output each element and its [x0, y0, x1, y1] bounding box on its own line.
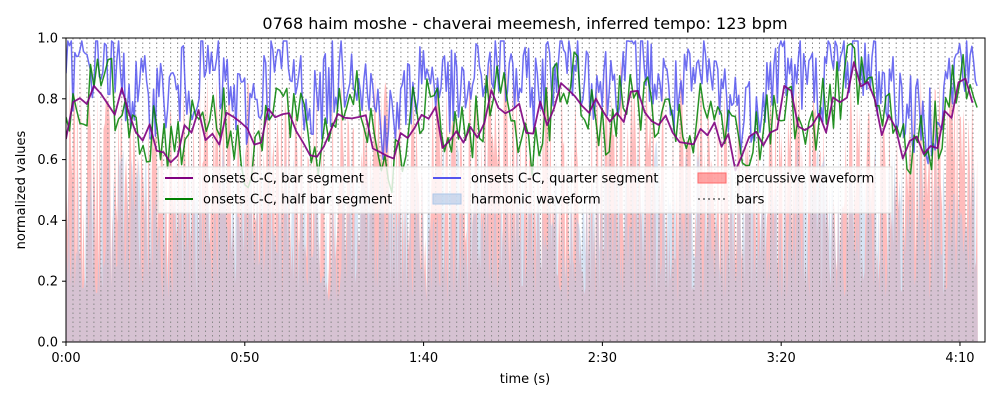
legend-label: percussive waveform — [736, 172, 874, 187]
legend-label: onsets C-C, bar segment — [203, 172, 364, 187]
y-tick-label: 0.8 — [37, 92, 58, 107]
y-axis: 0.0 0.2 0.4 0.6 0.8 1.0 — [37, 32, 66, 351]
x-tick-label: 2:30 — [588, 351, 617, 366]
x-tick-label: 0:50 — [230, 351, 259, 366]
legend-swatch — [697, 172, 727, 184]
legend-item: percussive waveform — [697, 172, 874, 187]
y-tick-label: 0.4 — [37, 214, 58, 229]
legend-label: harmonic waveform — [471, 193, 601, 208]
legend-swatch — [432, 193, 462, 205]
legend-item: onsets C-C, bar segment — [165, 172, 364, 187]
x-tick-label: 4:10 — [945, 351, 974, 366]
legend-item: bars — [698, 193, 765, 208]
y-tick-label: 1.0 — [37, 32, 58, 47]
series-line-quarter-segment — [66, 40, 978, 165]
legend: onsets C-C, bar segment onsets C-C, half … — [157, 166, 893, 214]
legend-item: onsets C-C, half bar segment — [165, 193, 392, 208]
y-tick-label: 0.2 — [37, 275, 58, 290]
y-axis-label: normalized values — [14, 130, 29, 249]
x-axis-label: time (s) — [500, 372, 550, 387]
x-tick-label: 1:40 — [409, 351, 438, 366]
legend-box — [157, 166, 893, 214]
legend-item: harmonic waveform — [432, 193, 601, 208]
onset-lines — [66, 40, 978, 194]
series-line-half-bar-segment — [66, 42, 978, 194]
x-tick-label: 3:20 — [767, 351, 796, 366]
x-axis: 0:00 0:50 1:40 2:30 3:20 4:10 — [51, 342, 975, 366]
legend-label: onsets C-C, quarter segment — [471, 172, 658, 187]
legend-item: onsets C-C, quarter segment — [433, 172, 658, 187]
legend-label: bars — [736, 193, 765, 208]
chart-title: 0768 haim moshe - chaverai meemesh, infe… — [262, 14, 787, 33]
y-tick-label: 0.0 — [37, 336, 58, 351]
y-tick-label: 0.6 — [37, 153, 58, 168]
series-line-bar-segment — [66, 61, 974, 172]
legend-label: onsets C-C, half bar segment — [203, 193, 392, 208]
x-tick-label: 0:00 — [51, 351, 80, 366]
plot-frame — [65, 37, 986, 343]
